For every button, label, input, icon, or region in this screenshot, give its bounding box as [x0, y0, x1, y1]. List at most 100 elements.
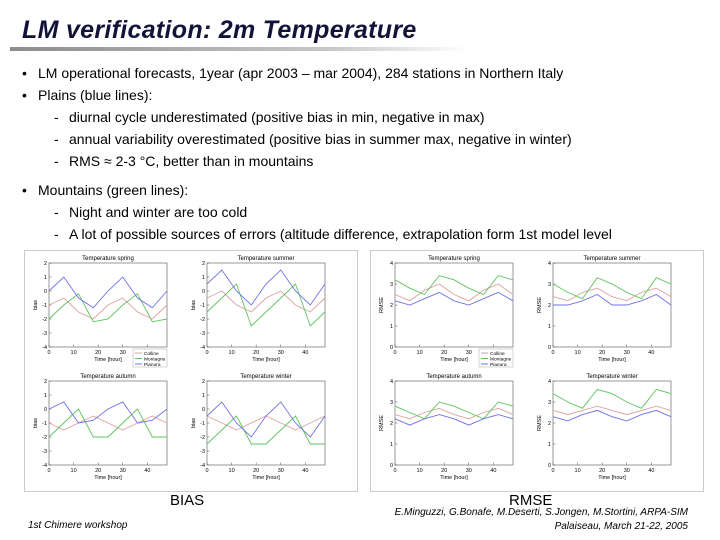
y-tick-label: -2: [42, 317, 47, 323]
y-tick-label: -4: [42, 345, 47, 351]
panel-title: Temperature summer: [237, 256, 294, 262]
panel-title: Temperature autumn: [80, 374, 135, 380]
chart-panel: Temperature spring43210010203040Time [ho…: [379, 256, 514, 368]
series-line: [206, 415, 325, 445]
x-tick-label: 20: [253, 350, 259, 356]
x-tick-label: 10: [229, 468, 235, 474]
y-tick-label: 1: [548, 442, 551, 448]
x-tick-label: 10: [575, 468, 581, 474]
series-line: [394, 407, 514, 420]
x-tick-label: 30: [466, 350, 472, 356]
y-tick-label: 1: [202, 393, 205, 399]
plot-frame: [394, 380, 514, 466]
series-line: [552, 409, 672, 422]
y-tick-label: 0: [548, 463, 551, 469]
x-tick-label: 40: [302, 468, 308, 474]
x-tick-label: 40: [490, 468, 496, 474]
x-tick-label: 20: [95, 468, 101, 474]
x-axis-label: Time [hour]: [252, 475, 280, 481]
plot-frame: [206, 380, 326, 466]
y-tick-label: 3: [548, 400, 551, 406]
sub-bullet-item: Night and winter are too cold: [22, 201, 712, 223]
y-tick-label: -3: [200, 449, 205, 455]
series-line: [48, 401, 168, 424]
x-tick-label: 10: [417, 350, 423, 356]
x-tick-label: 30: [120, 468, 126, 474]
y-tick-label: 1: [44, 393, 47, 399]
bullet-item: Mountains (green lines):: [22, 179, 712, 201]
y-tick-label: 2: [44, 379, 47, 385]
rmse-label: RMSE: [509, 492, 553, 509]
y-tick-label: 2: [548, 421, 551, 427]
series-line: [206, 269, 326, 306]
series-line: [552, 388, 672, 409]
panel-title: Temperature spring: [82, 256, 134, 262]
x-tick-label: 10: [417, 468, 423, 474]
bias-figure: Temperature spring210-1-2-3-4010203040Ti…: [24, 250, 358, 492]
sub-bullet-item: RMS ≈ 2-3 °C, better than in mountains: [22, 150, 712, 172]
x-tick-label: 0: [393, 468, 396, 474]
y-axis-label: RMSE: [379, 297, 385, 313]
y-axis-label: RMSE: [537, 415, 543, 431]
y-tick-label: 1: [390, 442, 393, 448]
plot-frame: [394, 262, 514, 348]
series-line: [206, 290, 326, 313]
plot-frame: [206, 262, 326, 348]
series-line: [394, 275, 514, 296]
y-tick-label: 0: [390, 463, 393, 469]
x-tick-label: 0: [47, 468, 50, 474]
y-tick-label: 0: [548, 345, 551, 351]
x-tick-label: 20: [599, 350, 605, 356]
bullet-list: LM operational forecasts, 1year (apr 200…: [22, 62, 712, 245]
x-axis-label: Time [hour]: [440, 357, 468, 363]
y-axis-label: bias: [191, 418, 197, 428]
bullet-gap: [22, 172, 712, 179]
series-line: [552, 277, 672, 300]
y-tick-label: 4: [548, 379, 551, 385]
y-tick-label: 2: [390, 303, 393, 309]
x-tick-label: 30: [278, 468, 284, 474]
series-line: [552, 405, 672, 416]
y-axis-label: bias: [33, 300, 39, 310]
panel-title: Temperature summer: [583, 256, 640, 262]
y-tick-label: 0: [202, 407, 205, 413]
x-tick-label: 10: [575, 350, 581, 356]
y-tick-label: -2: [42, 435, 47, 441]
y-tick-label: 3: [390, 282, 393, 288]
legend-entry: Montagne: [144, 356, 166, 362]
series-line: [394, 401, 514, 420]
y-tick-label: -2: [200, 317, 205, 323]
sub-bullet-item: diurnal cycle underestimated (positive b…: [22, 106, 712, 128]
y-tick-label: -1: [200, 421, 205, 427]
x-tick-label: 30: [624, 468, 630, 474]
x-tick-label: 40: [302, 350, 308, 356]
y-axis-label: RMSE: [537, 297, 543, 313]
panel-title: Temperature spring: [428, 256, 480, 262]
series-line: [48, 276, 168, 309]
y-tick-label: 1: [202, 275, 205, 281]
y-tick-label: -3: [42, 449, 47, 455]
y-tick-label: 1: [390, 324, 393, 330]
legend-entry: Pianura: [490, 362, 507, 368]
title-underline: [10, 47, 470, 51]
x-tick-label: 10: [229, 350, 235, 356]
series-line: [206, 415, 326, 431]
x-tick-label: 0: [551, 350, 554, 356]
sub-bullet-item: annual variability overestimated (positi…: [22, 128, 712, 150]
series-line: [394, 414, 514, 426]
y-tick-label: 4: [548, 261, 551, 267]
y-axis-label: bias: [191, 300, 197, 310]
series-line: [48, 408, 167, 438]
series-line: [206, 401, 326, 438]
x-tick-label: 30: [466, 468, 472, 474]
y-tick-label: 2: [44, 261, 47, 267]
y-tick-label: 2: [202, 261, 205, 267]
x-axis-label: Time [hour]: [598, 475, 626, 481]
y-tick-label: -1: [200, 303, 205, 309]
legend-entry: Colline: [490, 351, 505, 357]
